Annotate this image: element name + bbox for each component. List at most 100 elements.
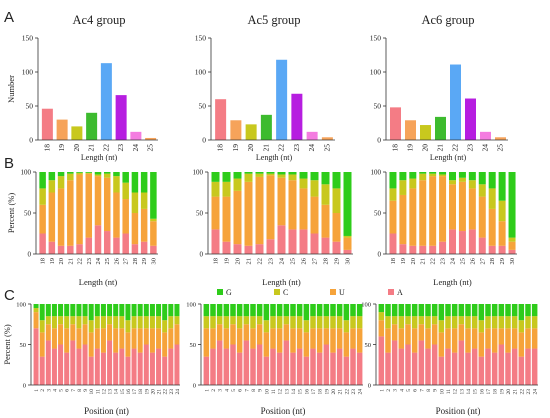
y-tick-label: 100 xyxy=(22,68,34,77)
x-tick-label: 13 xyxy=(108,389,114,395)
x-tick-label: 8 xyxy=(77,389,83,392)
bar-segment-g xyxy=(82,304,88,317)
bar-segment-g xyxy=(445,304,451,317)
bar-segment-a xyxy=(385,352,391,385)
bar-segment-a xyxy=(508,249,516,254)
x-tick-label: 25 xyxy=(322,144,331,152)
bar-segment-a xyxy=(100,352,106,385)
bar-segment-u xyxy=(485,328,491,349)
bar-segment-c xyxy=(431,316,438,325)
y-tick-label: 150 xyxy=(22,34,34,43)
bar-segment-g xyxy=(70,304,76,317)
bar-segment-c xyxy=(511,316,518,329)
bar-segment-c xyxy=(131,316,137,329)
bar-segment-g xyxy=(33,304,39,309)
bar-segment-c xyxy=(405,316,411,325)
bar-segment-g xyxy=(491,304,498,317)
bar-segment-a xyxy=(310,233,319,254)
bar-segment-a xyxy=(478,356,485,385)
bar-segment-a xyxy=(419,245,427,254)
bar-segment-a xyxy=(471,348,478,385)
bar-segment-u xyxy=(398,328,405,349)
bar-segment-u xyxy=(82,324,88,345)
bar-segment-u xyxy=(103,177,111,232)
x-tick-label: 13 xyxy=(284,389,290,395)
bar-segment-c xyxy=(100,316,106,329)
x-tick-label: 12 xyxy=(278,389,284,395)
bar-segment-c xyxy=(103,173,111,178)
bar-segment-g xyxy=(310,304,316,317)
bar-segment-g xyxy=(67,172,74,174)
bar-segment-u xyxy=(85,173,93,238)
y-tick-label: 100 xyxy=(16,302,26,309)
bar-segment-g xyxy=(488,172,496,189)
bar xyxy=(495,137,506,140)
bar-segment-g xyxy=(174,304,180,317)
x-tick-label: 24 xyxy=(175,389,181,395)
bar xyxy=(215,99,227,140)
bar-segment-u xyxy=(67,180,74,246)
legend-swatch-g xyxy=(217,289,223,295)
bar-segment-c xyxy=(76,172,83,175)
bar-segment-g xyxy=(451,304,458,317)
bar-segment-u xyxy=(531,328,538,349)
bar-segment-g xyxy=(478,172,486,185)
x-tick-label: 28 xyxy=(323,258,330,265)
bar-segment-a xyxy=(525,348,531,385)
panel-letter-c: C xyxy=(4,287,15,304)
x-tick-label: 22 xyxy=(430,258,437,265)
bar-segment-c xyxy=(70,316,76,325)
bar-segment-a xyxy=(399,244,407,254)
bar-segment-g xyxy=(429,172,437,174)
bar-segment-a xyxy=(458,231,466,254)
bar-segment-a xyxy=(223,348,230,385)
x-tick-label: 1 xyxy=(379,389,385,392)
bar-segment-c xyxy=(156,316,162,329)
bar-segment-u xyxy=(419,180,427,246)
bar-segment-u xyxy=(113,192,120,238)
bar-segment-a xyxy=(451,352,458,385)
x-tick-label: 23 xyxy=(526,389,532,395)
bar-segment-g xyxy=(263,304,270,321)
bar-segment-g xyxy=(233,172,242,179)
x-tick-label: 14 xyxy=(114,389,120,395)
x-tick-label: 2 xyxy=(211,389,217,392)
bar-segment-a xyxy=(168,348,174,385)
bar xyxy=(465,98,476,140)
bar-segment-u xyxy=(236,328,243,353)
x-tick-label: 21 xyxy=(67,258,74,265)
bar-segment-a xyxy=(76,348,82,385)
x-axis-label: Position (nt) xyxy=(84,406,129,416)
bar-segment-c xyxy=(350,316,356,329)
bar-segment-g xyxy=(125,304,131,321)
x-tick-label: 19 xyxy=(499,389,505,395)
bar-segment-u xyxy=(498,328,505,345)
bar-segment-c xyxy=(82,316,88,325)
y-axis-label: Number xyxy=(6,75,16,103)
x-tick-label: 20 xyxy=(150,389,156,395)
bar-segment-u xyxy=(283,324,290,341)
bar xyxy=(145,137,157,140)
bar-segment-a xyxy=(76,244,83,254)
x-tick-label: 20 xyxy=(410,258,417,265)
x-tick-label: 21 xyxy=(513,389,519,395)
bar-segment-c xyxy=(149,316,155,329)
bar-segment-c xyxy=(425,316,431,329)
y-tick-label: 0 xyxy=(202,136,206,145)
bar-segment-a xyxy=(48,241,56,254)
bar-segment-g xyxy=(356,304,363,317)
bar-segment-u xyxy=(343,237,352,250)
bar-segment-g xyxy=(266,172,275,174)
bar-segment-c xyxy=(429,173,437,177)
bar-segment-u xyxy=(478,332,485,357)
bar-segment-u xyxy=(431,324,438,345)
x-tick-label: 18 xyxy=(40,258,47,265)
bar-segment-a xyxy=(119,348,125,385)
bar xyxy=(56,119,68,140)
x-tick-label: 6 xyxy=(413,389,419,392)
bar-segment-u xyxy=(263,332,270,357)
x-tick-label: 18 xyxy=(213,258,220,265)
x-tick-label: 12 xyxy=(453,389,459,395)
bar-segment-a xyxy=(391,340,398,385)
